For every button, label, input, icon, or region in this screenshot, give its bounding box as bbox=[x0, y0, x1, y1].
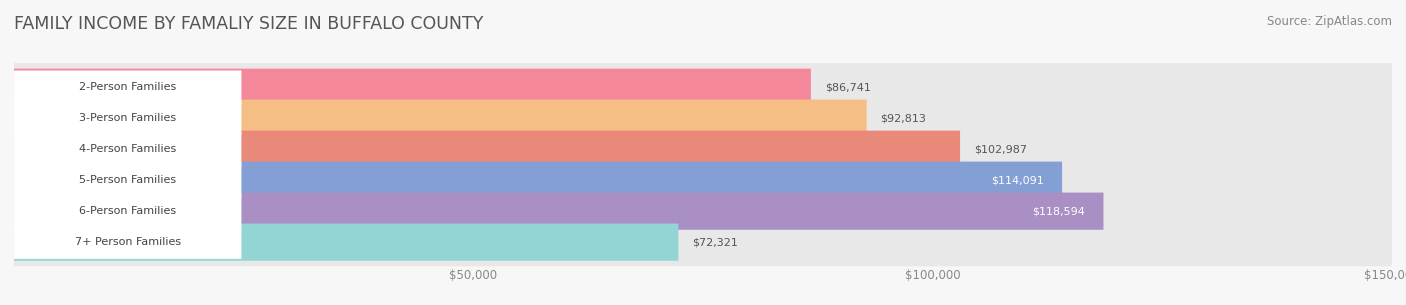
FancyBboxPatch shape bbox=[14, 102, 242, 135]
Text: $102,987: $102,987 bbox=[974, 144, 1026, 154]
Text: 4-Person Families: 4-Person Families bbox=[79, 144, 176, 154]
Text: FAMILY INCOME BY FAMALIY SIZE IN BUFFALO COUNTY: FAMILY INCOME BY FAMALIY SIZE IN BUFFALO… bbox=[14, 15, 484, 33]
Text: 7+ Person Families: 7+ Person Families bbox=[75, 237, 181, 247]
FancyBboxPatch shape bbox=[14, 195, 242, 228]
Text: Source: ZipAtlas.com: Source: ZipAtlas.com bbox=[1267, 15, 1392, 28]
FancyBboxPatch shape bbox=[14, 218, 1392, 266]
Text: 6-Person Families: 6-Person Families bbox=[79, 206, 176, 216]
FancyBboxPatch shape bbox=[14, 156, 1392, 204]
FancyBboxPatch shape bbox=[14, 162, 1062, 199]
FancyBboxPatch shape bbox=[14, 100, 866, 137]
FancyBboxPatch shape bbox=[14, 94, 1392, 142]
FancyBboxPatch shape bbox=[14, 69, 811, 106]
Text: $72,321: $72,321 bbox=[692, 237, 738, 247]
FancyBboxPatch shape bbox=[14, 131, 960, 168]
Text: $118,594: $118,594 bbox=[1032, 206, 1085, 216]
FancyBboxPatch shape bbox=[14, 132, 242, 166]
Text: 3-Person Families: 3-Person Families bbox=[79, 113, 176, 123]
Text: $92,813: $92,813 bbox=[880, 113, 927, 123]
FancyBboxPatch shape bbox=[14, 224, 678, 261]
FancyBboxPatch shape bbox=[14, 187, 1392, 235]
FancyBboxPatch shape bbox=[14, 225, 242, 259]
Text: $86,741: $86,741 bbox=[825, 82, 870, 92]
FancyBboxPatch shape bbox=[14, 70, 242, 104]
FancyBboxPatch shape bbox=[14, 125, 1392, 173]
FancyBboxPatch shape bbox=[14, 63, 1392, 111]
FancyBboxPatch shape bbox=[14, 163, 242, 197]
Text: 2-Person Families: 2-Person Families bbox=[79, 82, 176, 92]
Text: $114,091: $114,091 bbox=[991, 175, 1043, 185]
Text: 5-Person Families: 5-Person Families bbox=[79, 175, 176, 185]
FancyBboxPatch shape bbox=[14, 192, 1104, 230]
